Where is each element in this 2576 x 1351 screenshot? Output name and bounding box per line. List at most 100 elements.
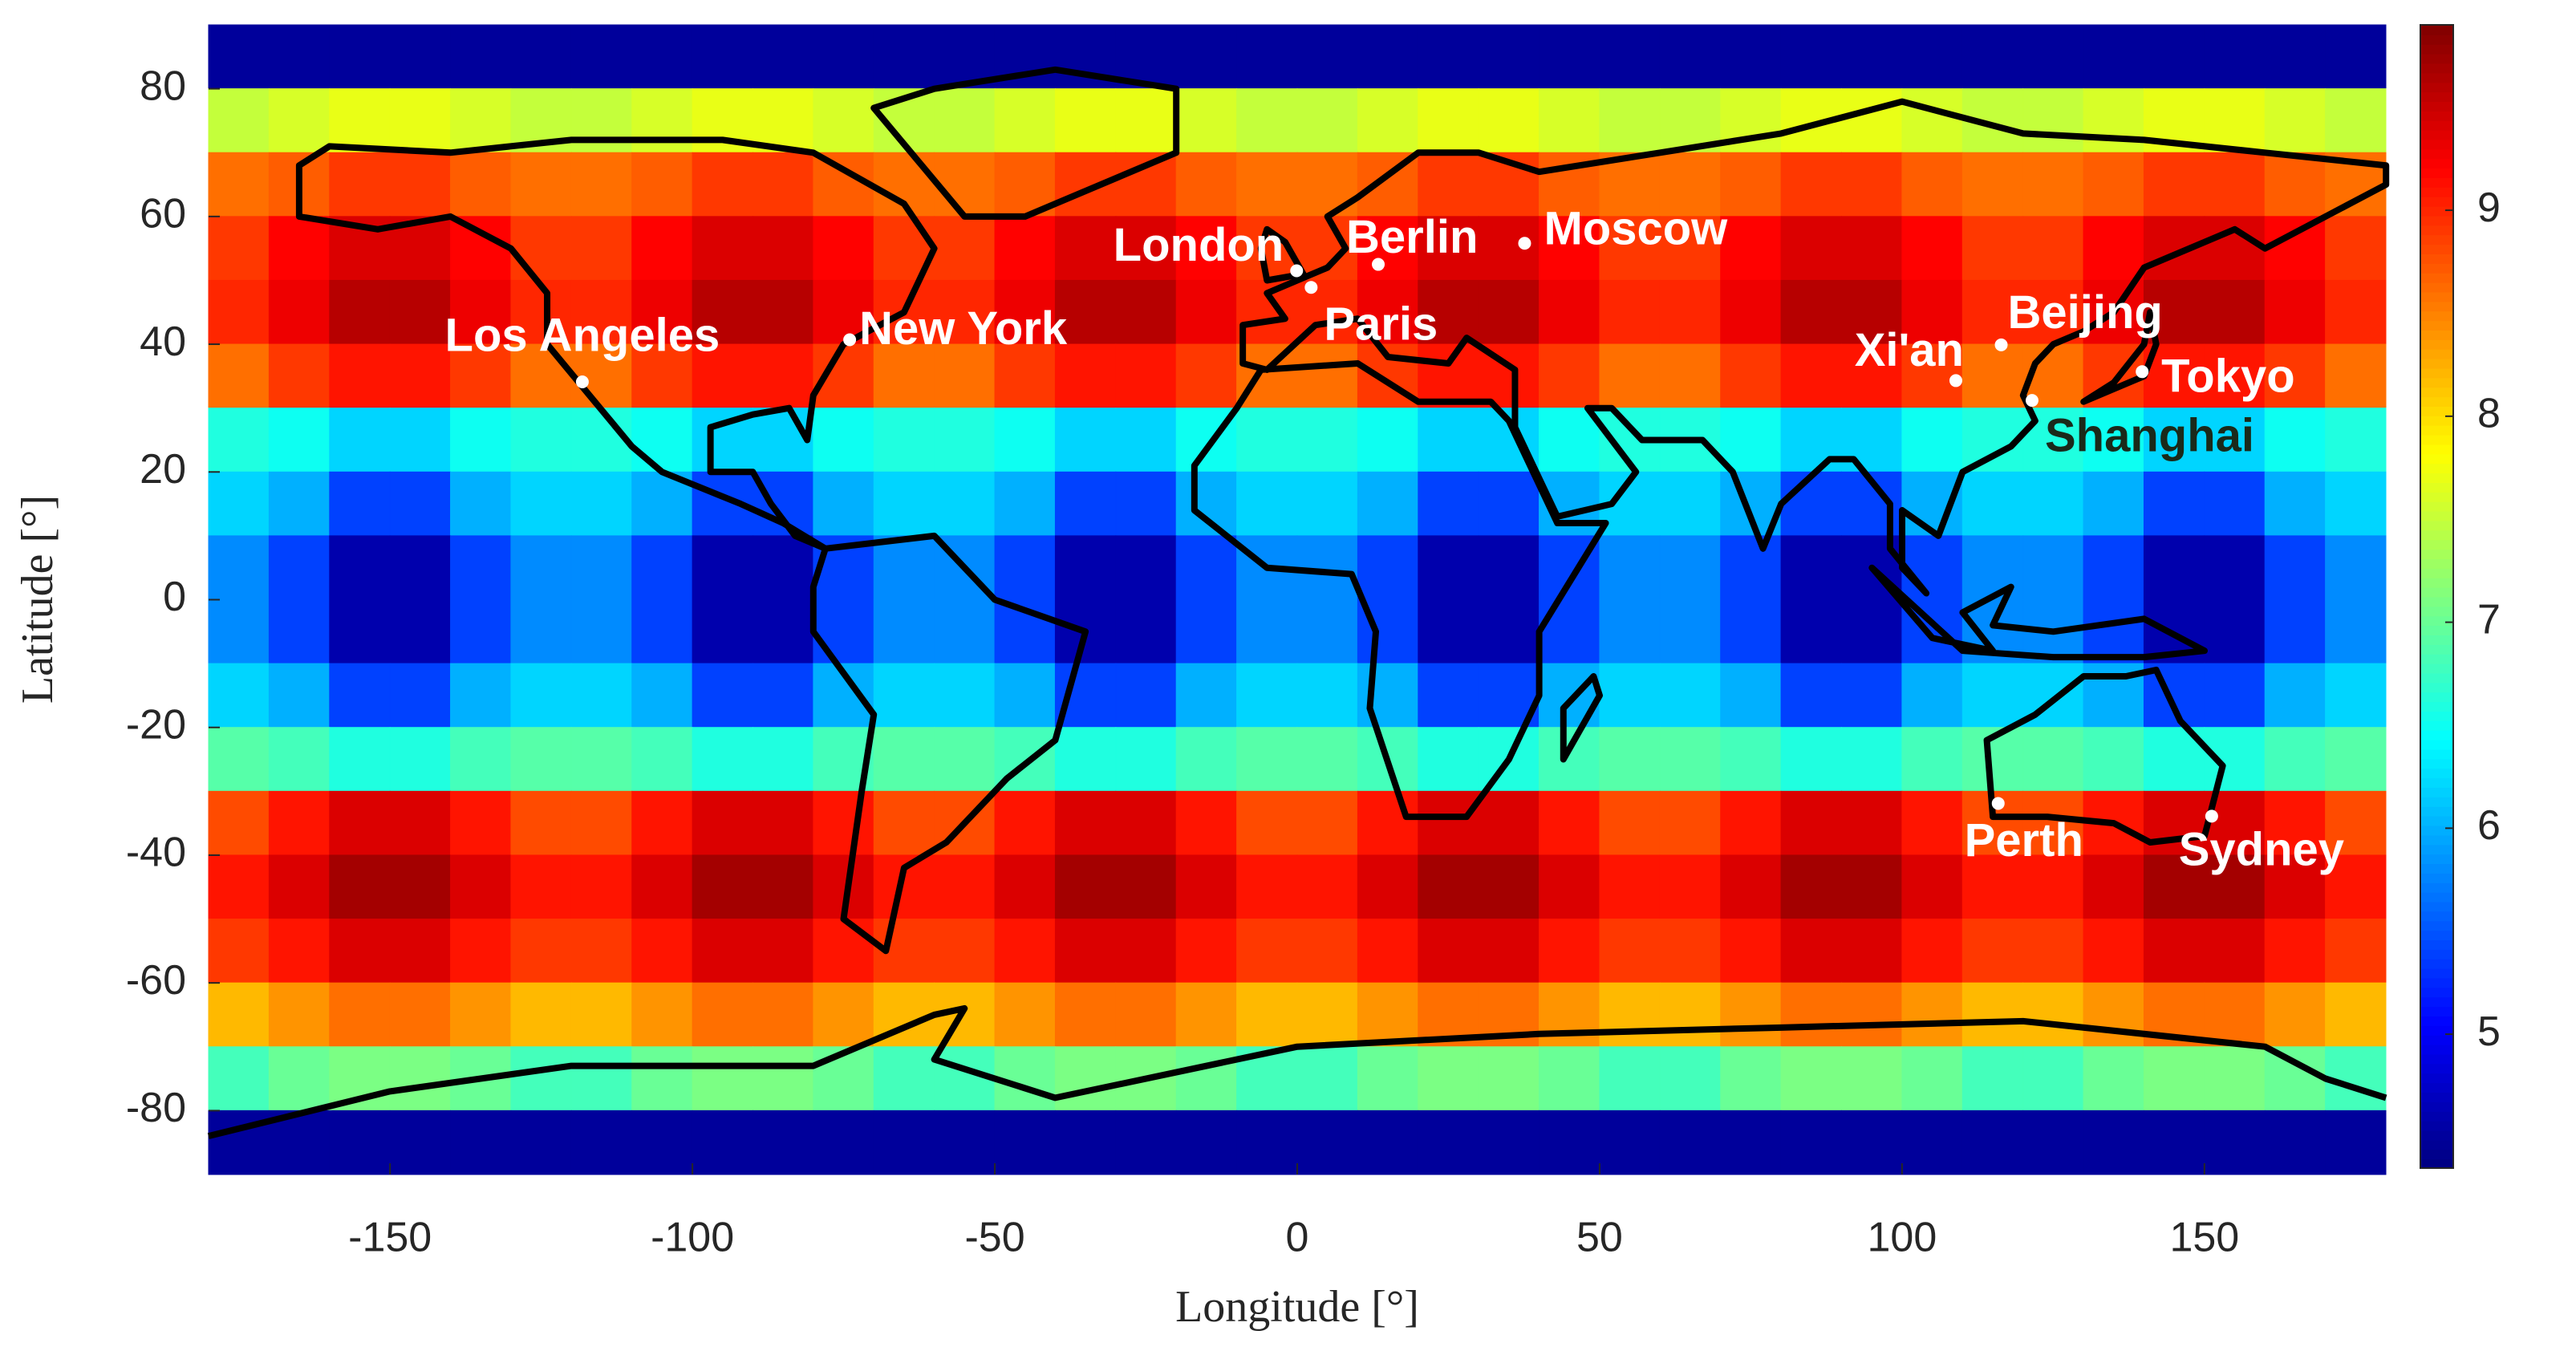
heatmap-cell [450,599,512,664]
heatmap-cell [873,471,935,537]
colorbar: 5 6 7 8 9 [2420,24,2501,1169]
y-tick-label: -60 [126,957,186,1004]
colorbar-swatch [2420,529,2453,541]
heatmap-cell [510,599,572,664]
heatmap-cell [450,471,512,537]
heatmap-cell [329,599,391,664]
heatmap-cell [329,663,391,728]
colorbar-swatch [2420,1110,2453,1122]
heatmap-cell [268,216,331,281]
colorbar-swatch [2420,168,2453,178]
heatmap-cell [450,24,512,90]
heatmap-cell [570,1046,633,1111]
heatmap-cell [753,408,814,473]
colorbar-swatch [2420,996,2453,1008]
colorbar-swatch [2420,863,2453,874]
heatmap-cell [268,790,331,856]
heatmap-cell [1720,216,1782,281]
heatmap-cell [1115,88,1177,153]
heatmap-cell [1720,663,1782,728]
colorbar-swatch [2420,930,2453,940]
heatmap-cell [2204,535,2266,601]
heatmap-cell [208,982,270,1048]
heatmap-cell [1901,1110,1963,1175]
y-tick-label: 20 [140,446,186,493]
heatmap-cell [1780,1110,1842,1175]
heatmap-cell [1780,24,1842,90]
colorbar-swatch [2420,1139,2453,1150]
heatmap-cell [1901,408,1963,473]
heatmap-cell [1175,343,1238,409]
heatmap-cell [2264,1046,2327,1111]
heatmap-cell [1236,88,1298,153]
heatmap-cell [2264,919,2327,984]
heatmap-cell [1175,919,1238,984]
heatmap-cell [268,919,331,984]
heatmap-cell [2204,88,2266,153]
heatmap-cell [1115,982,1177,1048]
heatmap-cell [1901,216,1963,281]
heatmap-cell [1478,790,1540,856]
heatmap-cell [1296,727,1358,792]
heatmap-cell [1901,919,1963,984]
heatmap-cell [2083,88,2144,153]
heatmap-cell [753,216,814,281]
heatmap-cell [1841,1110,1903,1175]
y-tick-label: -80 [126,1085,186,1131]
heatmap-cell [2143,471,2205,537]
colorbar-swatch [2420,330,2453,340]
heatmap-cell [2204,663,2266,728]
heatmap-cell [813,24,874,90]
heatmap-cell [2143,535,2205,601]
colorbar-swatch [2420,139,2453,150]
heatmap-cell [389,279,452,345]
x-tick-label: 50 [1576,1215,1623,1261]
heatmap-cell [1841,790,1903,856]
heatmap-cell [1599,1046,1661,1111]
heatmap-cell [692,216,753,281]
heatmap-cell [1901,790,1963,856]
heatmap-cell [1780,471,1842,537]
heatmap-cell [2264,727,2327,792]
heatmap-cell [1599,343,1661,409]
heatmap-cell [1539,854,1600,920]
heatmap-cell [1720,152,1782,217]
heatmap-cell [2325,982,2387,1048]
heatmap-cell [1175,727,1238,792]
colorbar-swatch [2420,463,2453,474]
heatmap-cell [2264,152,2327,217]
heatmap-cell [934,663,996,728]
heatmap-cell [1175,663,1238,728]
heatmap-cell [1115,727,1177,792]
heatmap-cell [450,982,512,1048]
colorbar-swatch [2420,272,2453,283]
heatmap-cell [994,279,1056,345]
heatmap-cell [2264,408,2327,473]
heatmap-cell [1961,854,2024,920]
heatmap-cell [389,663,452,728]
heatmap-cell [1841,152,1903,217]
heatmap-cell [2264,279,2327,345]
colorbar-swatch [2420,977,2453,988]
heatmap-cell [631,854,693,920]
heatmap-cell [813,88,874,153]
city-marker [2025,394,2038,408]
heatmap-cell [1357,1046,1419,1111]
heatmap-cell [873,535,935,601]
heatmap-cell [934,408,996,473]
heatmap-cell [510,854,572,920]
heatmap-cell [1296,343,1358,409]
colorbar-swatch [2420,491,2453,502]
heatmap-cell [1054,982,1117,1048]
heatmap-cell [1780,279,1842,345]
heatmap-cell [873,24,935,90]
colorbar-swatch [2420,787,2453,797]
heatmap-cell [1418,24,1479,90]
heatmap-cell [2204,152,2266,217]
heatmap-cell [1115,1110,1177,1175]
heatmap-cell [873,599,935,664]
heatmap-cell [813,408,874,473]
heatmap-cell [2204,599,2266,664]
heatmap-cell [510,24,572,90]
heatmap-cell [2083,152,2144,217]
